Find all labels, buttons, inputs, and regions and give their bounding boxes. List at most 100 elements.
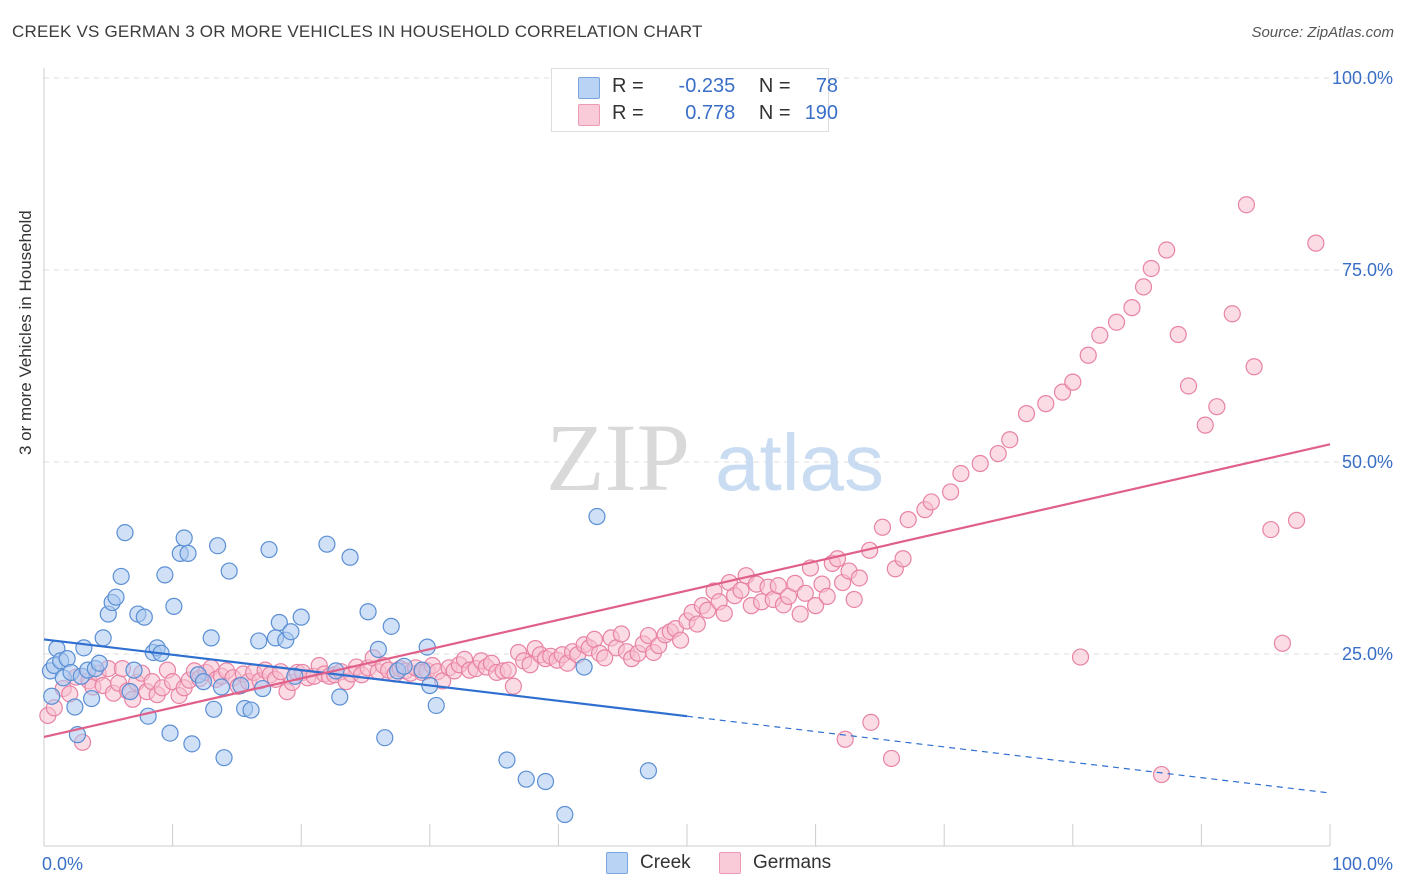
germans-point	[786, 574, 804, 592]
germans-point	[850, 569, 868, 587]
x-tick-label-max: 100.0%	[1332, 854, 1393, 874]
creek-point	[125, 661, 143, 679]
creek-point	[165, 597, 183, 615]
creek-point	[395, 657, 413, 675]
germans-point	[1208, 398, 1226, 416]
stats-legend: R = -0.235 N = 78 R = 0.778 N = 190	[551, 68, 838, 132]
germans-point	[612, 625, 631, 643]
creek-point	[242, 701, 260, 719]
creek-point	[260, 540, 278, 559]
creek-point	[369, 640, 387, 658]
creek-point	[270, 613, 288, 632]
germans-point	[1152, 765, 1171, 784]
creek-point	[183, 735, 201, 753]
germans-point	[1237, 196, 1256, 214]
tick-labels: 25.0% 50.0% 75.0% 100.0% 0.0% 100.0%	[42, 68, 1393, 874]
x-tick-label-min: 0.0%	[42, 854, 83, 874]
creek-point	[209, 537, 227, 555]
creek-point	[121, 683, 139, 701]
creek-point	[427, 696, 445, 715]
germans-n-label: N =	[758, 102, 791, 124]
germans-point	[1142, 259, 1160, 278]
germans-point	[1158, 241, 1176, 259]
germans-point	[989, 444, 1007, 463]
germans-legend-label: Germans	[753, 852, 832, 873]
germans-point	[882, 749, 901, 768]
germans-point	[1196, 416, 1214, 434]
creek-point	[156, 566, 174, 584]
germans-point	[818, 587, 836, 606]
creek-point	[418, 638, 436, 656]
creek-point	[382, 617, 400, 635]
watermark-atlas: atlas	[715, 418, 884, 507]
creek-point	[202, 629, 220, 647]
germans-point	[1001, 431, 1019, 449]
creek-point	[220, 562, 238, 580]
germans-point	[899, 510, 917, 529]
watermark-zip: ZIP	[546, 404, 690, 511]
y-tick-label: 50.0%	[1342, 452, 1393, 472]
germans-point	[1262, 520, 1280, 539]
germans-point	[715, 604, 733, 622]
germans-point	[952, 464, 970, 483]
germans-point	[499, 661, 517, 679]
creek-point	[413, 661, 431, 679]
germans-point	[1064, 373, 1082, 391]
germans-point	[942, 483, 960, 501]
creek-point	[194, 673, 213, 691]
creek-legend-swatch	[606, 852, 628, 874]
germans-point	[791, 605, 809, 623]
creek-point	[588, 507, 606, 526]
germans-point	[971, 454, 989, 473]
creek-point	[175, 529, 193, 547]
creek-point	[575, 658, 593, 676]
creek-point	[556, 805, 574, 824]
germans-point	[1179, 377, 1198, 395]
creek-point	[94, 629, 112, 647]
germans-point	[894, 550, 912, 568]
creek-n-value: 78	[815, 75, 839, 97]
germans-r-label: R =	[612, 102, 644, 124]
creek-point	[107, 588, 125, 606]
grid-lines	[44, 77, 1394, 655]
creek-point	[139, 707, 157, 725]
creek-n-label: N =	[758, 75, 791, 97]
creek-point	[250, 632, 268, 650]
chart-title: CREEK VS GERMAN 3 OR MORE VEHICLES IN HO…	[12, 22, 703, 41]
creek-trend-line	[43, 638, 688, 718]
germans-point	[639, 626, 658, 645]
creek-point	[292, 608, 310, 626]
germans-point	[862, 713, 880, 731]
creek-point	[66, 698, 84, 716]
creek-point	[215, 749, 233, 767]
creek-point	[536, 772, 555, 791]
germans-point	[1079, 346, 1097, 364]
germans-point	[806, 597, 825, 615]
germans-legend-swatch	[719, 852, 741, 874]
germans-point	[1273, 634, 1292, 652]
germans-point	[1107, 313, 1126, 331]
creek-point	[90, 654, 108, 672]
germans-point	[769, 577, 787, 595]
creek-point	[161, 724, 179, 742]
creek-point	[82, 689, 101, 708]
creek-point	[639, 762, 658, 780]
germans-point	[1223, 305, 1241, 323]
creek-point	[135, 608, 153, 626]
trend-lines	[43, 443, 1331, 794]
germans-point	[1091, 326, 1109, 344]
creek-series	[41, 507, 658, 824]
creek-trend-extension	[686, 715, 1331, 794]
creek-point	[43, 687, 61, 705]
germans-point	[1071, 648, 1090, 666]
germans-point	[1307, 234, 1325, 252]
germans-point	[873, 518, 892, 536]
germans-point	[1245, 358, 1263, 376]
creek-point	[517, 770, 535, 788]
creek-r-value: -0.235	[678, 75, 736, 97]
germans-trend-line	[43, 443, 1331, 739]
germans-point	[796, 584, 814, 602]
germans-point	[671, 631, 690, 649]
y-axis-label: 3 or more Vehicles in Household	[16, 210, 35, 455]
